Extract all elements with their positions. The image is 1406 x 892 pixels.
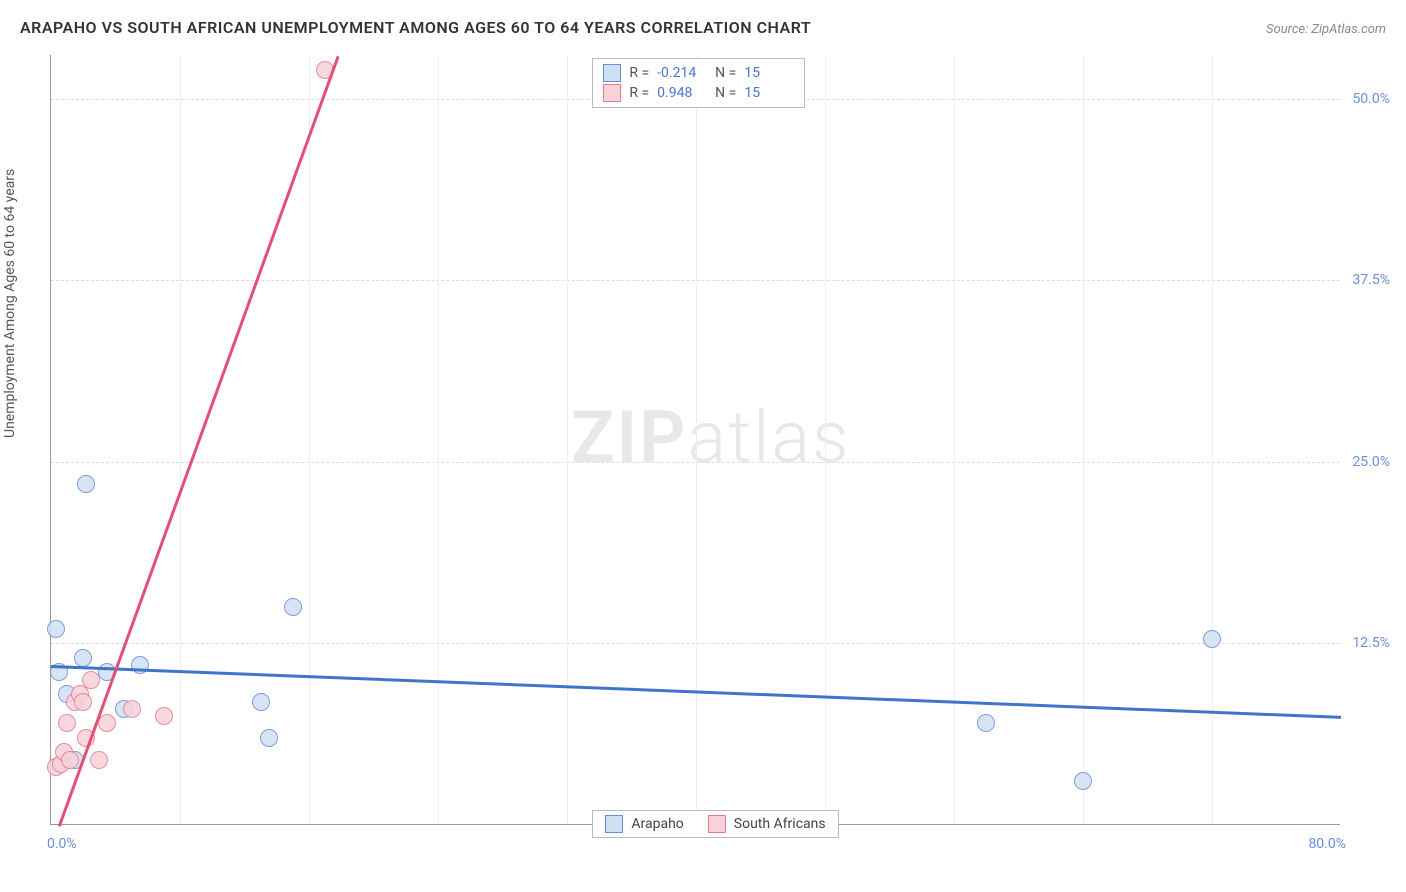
data-point [284, 598, 302, 616]
r-value: 0.948 [657, 85, 707, 101]
y-tick-label: 50.0% [1342, 91, 1390, 107]
y-tick-label: 12.5% [1342, 635, 1390, 651]
data-point [98, 714, 116, 732]
y-tick-label: 37.5% [1342, 272, 1390, 288]
legend-label: South Africans [734, 816, 826, 832]
data-point [90, 751, 108, 769]
data-point [252, 693, 270, 711]
stats-legend: R = -0.214 N = 15 R = 0.948 N = 15 [592, 58, 805, 108]
gridline-v [825, 55, 826, 824]
stats-row: R = 0.948 N = 15 [603, 83, 794, 103]
n-label: N = [715, 65, 736, 81]
x-tick-label: 80.0% [1308, 836, 1346, 852]
data-point [123, 700, 141, 718]
scatter-plot-area: ZIPatlas 12.5%25.0%37.5%50.0%0.0%80.0%R … [50, 55, 1340, 825]
legend-item: Arapaho [605, 815, 683, 833]
r-label: R = [629, 85, 649, 101]
y-axis-label: Unemployment Among Ages 60 to 64 years [2, 169, 18, 438]
n-value: 15 [744, 65, 794, 81]
gridline-v [438, 55, 439, 824]
r-label: R = [629, 65, 649, 81]
data-point [1203, 630, 1221, 648]
watermark-atlas: atlas [687, 395, 850, 480]
gridline-v [309, 55, 310, 824]
data-point [77, 475, 95, 493]
watermark-zip: ZIP [571, 395, 687, 480]
legend-label: Arapaho [631, 816, 683, 832]
source-attribution: Source: ZipAtlas.com [1266, 22, 1386, 37]
gridline-v [696, 55, 697, 824]
x-tick-label: 0.0% [47, 836, 77, 852]
n-label: N = [715, 85, 736, 101]
data-point [82, 671, 100, 689]
legend-swatch [708, 815, 726, 833]
legend-swatch [603, 84, 621, 102]
gridline-v [1212, 55, 1213, 824]
data-point [260, 729, 278, 747]
gridline-v [180, 55, 181, 824]
legend-swatch [603, 64, 621, 82]
data-point [131, 656, 149, 674]
trendline [58, 56, 339, 827]
data-point [1074, 772, 1092, 790]
data-point [155, 707, 173, 725]
legend-item: South Africans [708, 815, 826, 833]
gridline-v [567, 55, 568, 824]
series-legend: Arapaho South Africans [592, 810, 838, 838]
data-point [74, 649, 92, 667]
n-value: 15 [744, 85, 794, 101]
chart-title: ARAPAHO VS SOUTH AFRICAN UNEMPLOYMENT AM… [20, 18, 811, 37]
data-point [61, 751, 79, 769]
data-point [58, 714, 76, 732]
legend-swatch [605, 815, 623, 833]
data-point [74, 693, 92, 711]
title-bar: ARAPAHO VS SOUTH AFRICAN UNEMPLOYMENT AM… [20, 18, 1386, 37]
r-value: -0.214 [657, 65, 707, 81]
data-point [47, 620, 65, 638]
y-tick-label: 25.0% [1342, 454, 1390, 470]
gridline-v [954, 55, 955, 824]
data-point [977, 714, 995, 732]
watermark: ZIPatlas [571, 395, 851, 480]
stats-row: R = -0.214 N = 15 [603, 63, 794, 83]
gridline-v [1083, 55, 1084, 824]
